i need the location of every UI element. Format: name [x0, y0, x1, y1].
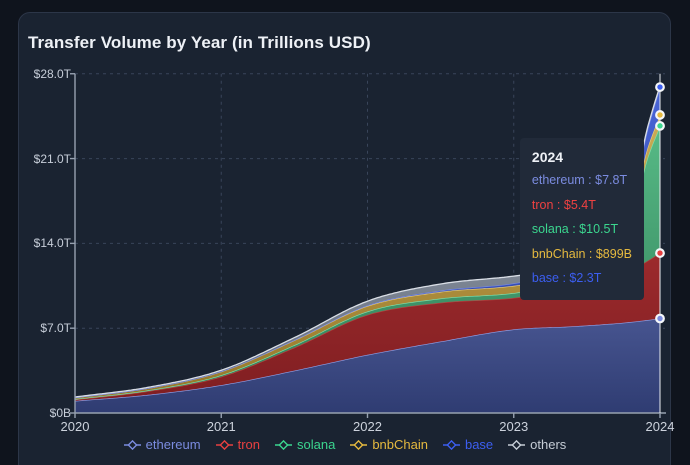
tooltip-row-ethereum: ethereum : $7.8T: [531, 173, 628, 187]
legend-item-solana[interactable]: solana: [275, 437, 335, 452]
legend-label: base: [464, 437, 494, 452]
hover-marker-ethereum: [655, 313, 665, 324]
area-ethereum[interactable]: [75, 318, 660, 414]
legend-marker-icon: [123, 439, 141, 450]
legend-label: ethereum: [145, 437, 201, 452]
legend-label: tron: [237, 437, 260, 452]
legend-marker-icon: [215, 439, 233, 450]
legend-label: solana: [297, 437, 336, 452]
legend-item-tron[interactable]: tron: [215, 437, 260, 452]
hover-marker-base: [655, 82, 665, 92]
legend-item-base[interactable]: base: [442, 437, 494, 452]
hover-marker-bnbChain: [655, 110, 665, 120]
y-axis-label: $0B: [49, 406, 71, 420]
tooltip-row-bnbChain: bnbChain : $899B: [531, 246, 632, 261]
tooltip-row-tron: tron : $5.4T: [531, 197, 596, 212]
legend-marker-icon: [350, 439, 368, 450]
chart-title: Transfer Volume by Year (in Trillions US…: [28, 33, 371, 53]
tooltip-row-base: base : $2.3T: [531, 271, 602, 285]
x-axis-label: 2024: [645, 419, 675, 434]
legend-marker-icon: [275, 439, 292, 450]
legend-marker-icon: [442, 439, 460, 450]
area-tron[interactable]: [75, 253, 660, 401]
legend-item-bnbChain[interactable]: bnbChain: [350, 437, 428, 452]
y-axis-label: $14.0T: [33, 236, 71, 251]
tooltip: 2024 ethereum : $7.8T tron : $5.4T solana …: [519, 138, 644, 300]
hover-marker-tron: [655, 248, 665, 258]
legend-label: bnbChain: [372, 437, 428, 452]
legend-item-ethereum[interactable]: ethereum: [123, 437, 201, 452]
x-axis-label: 2023: [499, 419, 529, 434]
legend-label: others: [530, 437, 567, 452]
x-axis-label: 2022: [353, 419, 382, 434]
legend: ethereum tron solana bnbChain base others: [0, 437, 690, 452]
y-axis-label: $28.0T: [33, 66, 71, 81]
tooltip-row-solana: solana : $10.5T: [531, 222, 619, 236]
x-axis-label: 2020: [60, 419, 90, 434]
hover-marker-solana: [655, 120, 665, 131]
tooltip-title: 2024: [531, 149, 564, 165]
y-axis-label: $21.0T: [33, 151, 71, 166]
legend-item-others[interactable]: others: [508, 437, 566, 452]
x-axis-label: 2021: [206, 419, 236, 434]
legend-marker-icon: [508, 439, 526, 450]
y-axis-label: $7.0T: [40, 321, 71, 336]
